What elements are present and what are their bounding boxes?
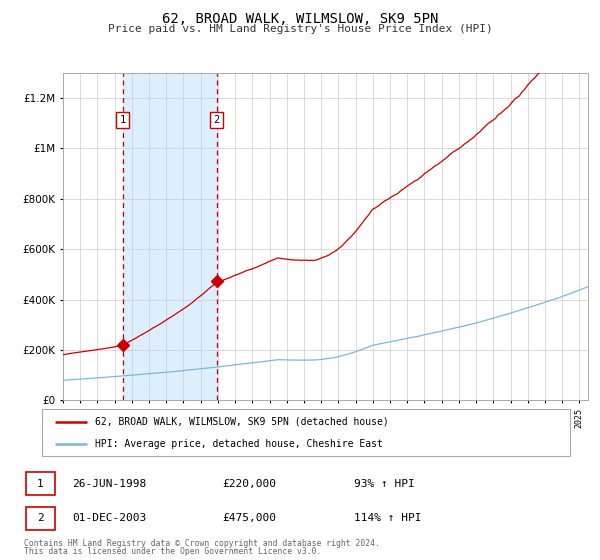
Text: 01-DEC-2003: 01-DEC-2003	[72, 514, 146, 524]
Text: Price paid vs. HM Land Registry's House Price Index (HPI): Price paid vs. HM Land Registry's House …	[107, 24, 493, 34]
Bar	[122, 73, 217, 400]
Text: 1: 1	[37, 479, 44, 489]
Text: 93% ↑ HPI: 93% ↑ HPI	[354, 479, 415, 489]
Text: This data is licensed under the Open Government Licence v3.0.: This data is licensed under the Open Gov…	[24, 547, 322, 556]
Text: 62, BROAD WALK, WILMSLOW, SK9 5PN: 62, BROAD WALK, WILMSLOW, SK9 5PN	[162, 12, 438, 26]
Text: 2: 2	[37, 514, 44, 524]
Text: 26-JUN-1998: 26-JUN-1998	[72, 479, 146, 489]
Text: 114% ↑ HPI: 114% ↑ HPI	[354, 514, 421, 524]
Text: Contains HM Land Registry data © Crown copyright and database right 2024.: Contains HM Land Registry data © Crown c…	[24, 539, 380, 548]
Text: 1: 1	[119, 115, 125, 125]
Text: £220,000: £220,000	[222, 479, 276, 489]
Text: 62, BROAD WALK, WILMSLOW, SK9 5PN (detached house): 62, BROAD WALK, WILMSLOW, SK9 5PN (detac…	[95, 417, 389, 427]
Text: HPI: Average price, detached house, Cheshire East: HPI: Average price, detached house, Ches…	[95, 438, 383, 449]
Text: £475,000: £475,000	[222, 514, 276, 524]
Text: 2: 2	[214, 115, 220, 125]
